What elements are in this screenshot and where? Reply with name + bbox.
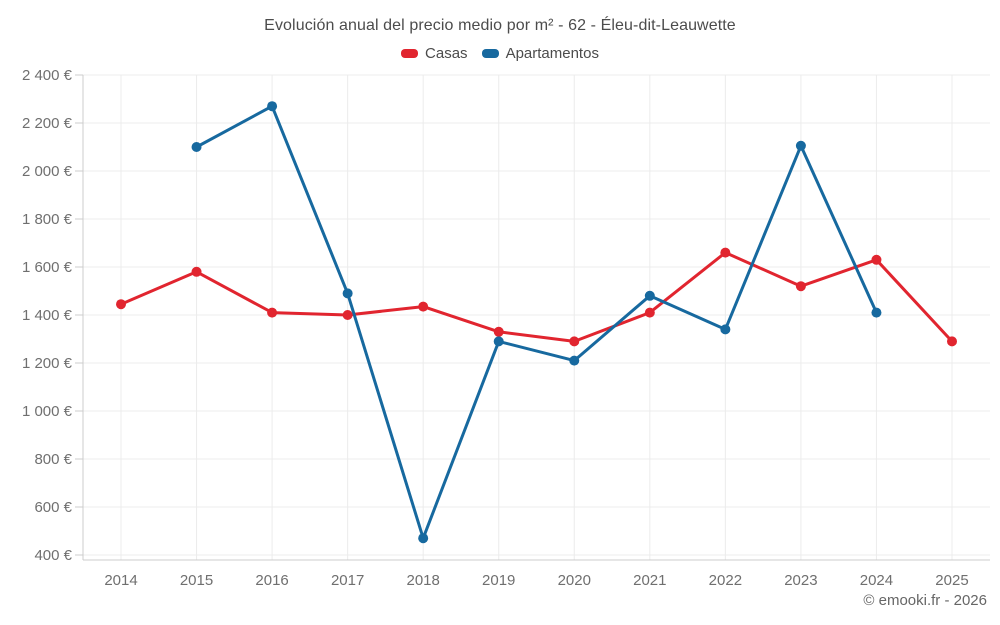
x-tick-label-2024: 2024 [860, 572, 893, 589]
x-tick-label-2023: 2023 [784, 572, 817, 589]
data-point-apartamentos-2022[interactable] [720, 324, 731, 335]
x-tick-label-2019: 2019 [482, 572, 515, 589]
y-tick-label: 2 200 € [22, 115, 73, 132]
data-point-apartamentos-2017[interactable] [342, 288, 353, 299]
data-point-casas-2023[interactable] [795, 281, 806, 292]
data-point-apartamentos-2015[interactable] [191, 142, 202, 152]
data-point-apartamentos-2018[interactable] [418, 533, 429, 544]
data-point-apartamentos-2024[interactable] [871, 307, 882, 318]
x-tick-label-2015: 2015 [180, 572, 213, 589]
x-tick-label-2021: 2021 [633, 572, 666, 589]
data-point-casas-2017[interactable] [342, 310, 353, 320]
chart-legend: Casas Apartamentos [0, 45, 1000, 62]
legend-label-apartamentos: Apartamentos [505, 45, 599, 62]
data-point-casas-2021[interactable] [644, 307, 655, 318]
data-point-casas-2022[interactable] [720, 247, 731, 258]
data-point-casas-2024[interactable] [871, 254, 882, 265]
data-point-casas-2018[interactable] [418, 301, 429, 312]
x-tick-label-2025: 2025 [935, 572, 968, 589]
legend-item-casas[interactable]: Casas [401, 45, 468, 62]
data-point-casas-2025[interactable] [946, 336, 957, 347]
data-point-casas-2020[interactable] [569, 336, 580, 347]
data-point-apartamentos-2019[interactable] [493, 336, 504, 347]
y-tick-label: 1 600 € [22, 259, 73, 276]
series-line-casas [119, 251, 954, 343]
copyright-footer: © emooki.fr - 2026 [863, 592, 987, 609]
y-tick-label: 1 000 € [22, 403, 73, 420]
y-tick-label: 400 € [34, 547, 72, 564]
y-tick-label: 1 400 € [22, 307, 73, 324]
data-point-apartamentos-2023[interactable] [795, 140, 806, 151]
legend-label-casas: Casas [425, 45, 468, 62]
y-tick-label: 600 € [34, 499, 72, 516]
apartamentos-series-swatch-icon [481, 49, 499, 58]
chart-title: Evolución anual del precio medio por m² … [264, 17, 736, 34]
x-tick-label-2017: 2017 [331, 572, 364, 589]
y-tick-label: 2 000 € [22, 163, 73, 180]
x-tick-label-2022: 2022 [709, 572, 742, 589]
y-tick-label: 1 800 € [22, 211, 73, 228]
legend-item-apartamentos[interactable]: Apartamentos [481, 45, 599, 62]
data-point-casas-2019[interactable] [493, 326, 504, 337]
data-point-apartamentos-2020[interactable] [569, 355, 580, 366]
y-tick-label: 1 200 € [22, 355, 73, 372]
data-point-apartamentos-2016[interactable] [267, 101, 278, 112]
y-tick-label: 2 400 € [22, 67, 73, 84]
data-point-casas-2015[interactable] [191, 266, 202, 277]
series-line-apartamentos [195, 104, 878, 540]
x-tick-label-2014: 2014 [104, 572, 137, 589]
x-tick-label-2016: 2016 [255, 572, 288, 589]
y-tick-label: 800 € [34, 451, 72, 468]
data-point-apartamentos-2021[interactable] [644, 290, 655, 301]
casas-series-swatch-icon [401, 49, 419, 58]
x-tick-label-2020: 2020 [558, 572, 591, 589]
x-tick-label-2018: 2018 [406, 572, 439, 589]
data-point-casas-2016[interactable] [267, 307, 278, 318]
data-point-casas-2014[interactable] [116, 299, 126, 310]
